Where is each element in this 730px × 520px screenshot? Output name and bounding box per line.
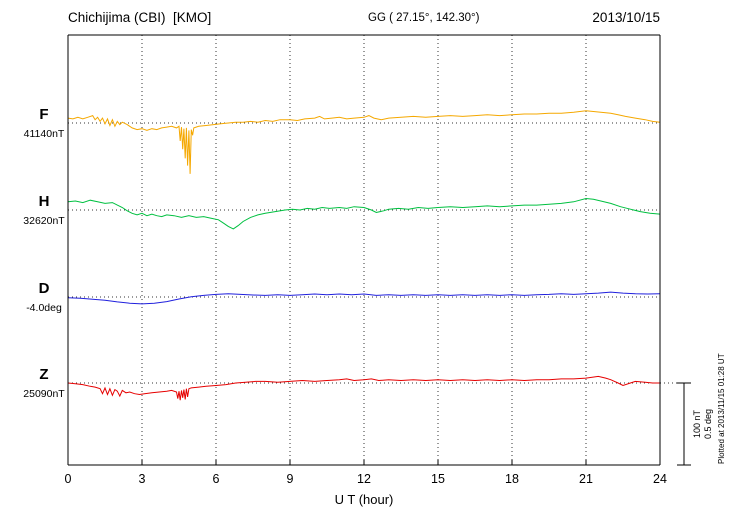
baseline-value-H: 32620nT xyxy=(23,215,65,227)
x-tick-label-18: 18 xyxy=(505,472,519,486)
trace-D xyxy=(67,291,661,305)
label-layer: 0 3 6 9 12 15 18 21 24 F 41140nT H 32620nT D -4.0deg Z 2… xyxy=(23,106,667,486)
channel-label-D: D xyxy=(39,280,50,297)
baseline-value-Z: 25090nT xyxy=(23,388,65,400)
baseline-value-F: 41140nT xyxy=(24,128,65,140)
x-axis-title: U T (hour) xyxy=(335,492,394,507)
x-tick-label-3: 3 xyxy=(139,472,146,486)
scale-label-deg: 0.5 deg xyxy=(703,409,713,439)
channel-label-F: F xyxy=(39,106,48,123)
baseline-value-D: -4.0deg xyxy=(26,302,62,314)
x-tick-label-24: 24 xyxy=(653,472,667,486)
scale-label-nt: 100 nT xyxy=(692,409,702,438)
x-tick-label-9: 9 xyxy=(287,472,294,486)
x-tick-label-6: 6 xyxy=(213,472,220,486)
x-tick-label-0: 0 xyxy=(65,472,72,486)
x-tick-label-15: 15 xyxy=(431,472,445,486)
channel-label-H: H xyxy=(39,193,50,210)
trace-Z xyxy=(67,375,660,401)
plotted-at-note: Plotted at 2013/11/15 01:28 UT xyxy=(717,353,726,464)
x-tick-label-21: 21 xyxy=(579,472,593,486)
x-tick-label-12: 12 xyxy=(357,472,371,486)
trace-H xyxy=(67,197,661,230)
scale-bar xyxy=(677,382,691,466)
gg-coordinates: GG ( 27.15°, 142.30°) xyxy=(368,12,480,24)
trace-layer xyxy=(67,110,661,401)
frame-layer xyxy=(67,34,661,466)
channel-label-Z: Z xyxy=(39,366,48,383)
grid-layer xyxy=(68,35,684,465)
plot-date: 2013/10/15 xyxy=(592,10,660,25)
station-title: Chichijima (CBI) [KMO] xyxy=(68,10,211,25)
trace-F xyxy=(67,110,661,174)
